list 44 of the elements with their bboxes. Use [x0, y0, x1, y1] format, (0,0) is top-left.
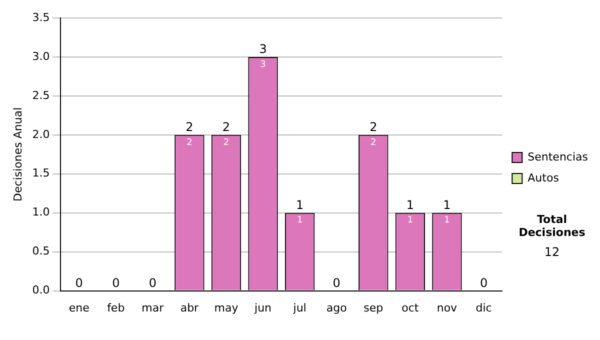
data-label: 2 [186, 138, 192, 148]
x-tick-label: jul [292, 301, 306, 314]
legend-label: Sentencias [528, 150, 588, 164]
total-label: 1 [443, 198, 451, 212]
total-label: 3 [259, 42, 267, 56]
legend-label: Autos [528, 171, 560, 184]
text: 12 [543, 245, 561, 259]
data-label: 1 [296, 216, 303, 226]
total-label: 1 [406, 198, 414, 212]
total-label: 0 [75, 276, 83, 290]
y-tick-label: 3.5 [32, 10, 50, 24]
x-tick-label: ene [68, 301, 90, 314]
x-tick-label: sep [364, 301, 384, 314]
data-label: 2 [223, 138, 230, 148]
total-label: 0 [332, 276, 340, 290]
y-tick-label: 1.5 [32, 166, 50, 180]
data-label: 1 [407, 216, 414, 226]
text: Total Decisiones [518, 213, 586, 239]
x-tick-label: oct [402, 301, 420, 314]
x-tick-label: nov [436, 301, 458, 314]
data-label: 1 [444, 216, 450, 226]
total-label: 2 [370, 120, 378, 134]
x-tick-label: ago [326, 301, 348, 314]
x-tick-label: dic [476, 301, 492, 314]
data-label: 3 [260, 60, 266, 70]
y-axis-title: Decisiones Anual [11, 107, 24, 202]
total-label: 0 [112, 276, 120, 290]
total-label: 1 [296, 198, 304, 212]
y-tick-label: 2.5 [32, 88, 50, 102]
x-tick-label: abr [180, 301, 200, 314]
total-label: 2 [222, 120, 230, 134]
y-tick-label: 0.5 [32, 244, 50, 258]
total-label: 2 [186, 120, 194, 134]
x-tick-label: mar [142, 301, 164, 314]
y-tick-label: 3.0 [32, 50, 50, 63]
y-tick-label: 0.0 [32, 284, 50, 297]
x-tick-label: may [214, 301, 239, 314]
total-label: 0 [480, 276, 488, 290]
x-tick-label: jun [254, 301, 272, 314]
y-tick-label: 2.0 [32, 128, 50, 141]
data-label: 2 [370, 138, 376, 148]
x-tick-label: feb [107, 301, 125, 314]
y-tick-label: 1.0 [32, 206, 50, 219]
total-label: 0 [148, 276, 156, 290]
